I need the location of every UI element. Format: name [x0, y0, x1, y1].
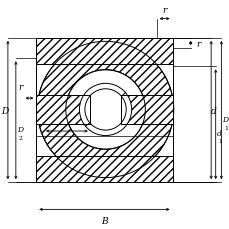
- Bar: [36, 95, 89, 125]
- Text: 1: 1: [224, 125, 228, 130]
- Text: r: r: [196, 39, 200, 48]
- Text: 2: 2: [19, 135, 23, 140]
- Circle shape: [79, 84, 131, 136]
- Circle shape: [37, 42, 173, 178]
- Text: D: D: [221, 116, 228, 124]
- Circle shape: [85, 89, 126, 131]
- Bar: [36, 156, 172, 182]
- Text: d: d: [216, 130, 221, 138]
- Bar: [121, 95, 172, 125]
- Text: B: B: [101, 216, 107, 225]
- Text: D: D: [17, 126, 23, 134]
- Bar: [36, 39, 172, 65]
- Text: d: d: [210, 106, 216, 115]
- Text: r: r: [65, 116, 69, 125]
- Circle shape: [65, 70, 145, 150]
- Text: 1: 1: [218, 139, 222, 144]
- Text: r: r: [18, 83, 22, 92]
- Text: r: r: [162, 6, 166, 15]
- Text: D: D: [1, 106, 8, 115]
